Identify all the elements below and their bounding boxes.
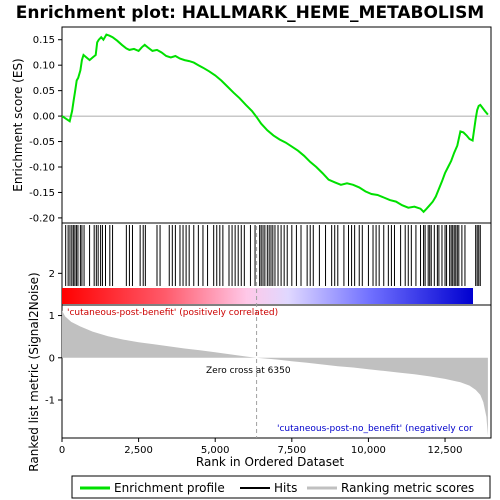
es-ylabel: Enrichment score (ES) (11, 58, 25, 191)
x-tick-label: 10,000 (351, 445, 386, 456)
metric-ytick-label: 1 (49, 311, 55, 322)
es-ytick-label: 0.10 (33, 61, 55, 72)
hits-panel (61, 222, 492, 306)
legend-hits-label: Hits (274, 481, 297, 495)
legend: Enrichment profile Hits Ranking metric s… (71, 475, 491, 499)
metric-ytick-label: -1 (45, 396, 55, 407)
x-tick-label: 12,500 (428, 445, 463, 456)
es-ytick-label: -0.15 (29, 188, 55, 199)
negative-label: 'cutaneous-post-no_benefit' (negatively … (277, 424, 473, 434)
positive-label: 'cutaneous-post-benefit' (positively cor… (67, 308, 278, 318)
x-tick-label: 7,500 (278, 445, 307, 456)
x-axis: 0 2,500 5,000 7,500 10,000 12,500 (59, 438, 463, 456)
metric-ytick-label: 0 (49, 353, 55, 364)
es-ytick-label: 0.05 (33, 86, 55, 97)
es-ytick-label: 0.15 (33, 35, 55, 46)
zero-cross-label: Zero cross at 6350 (206, 366, 291, 376)
x-tick-label: 2,500 (124, 445, 153, 456)
legend-enrichment-label: Enrichment profile (114, 481, 225, 495)
metric-ytick-label: 2 (49, 269, 55, 280)
rank-colorbar (62, 288, 473, 304)
chart-title: Enrichment plot: HALLMARK_HEME_METABOLIS… (16, 3, 484, 23)
es-ytick-label: -0.10 (29, 163, 55, 174)
legend-metric-label: Ranking metric scores (341, 481, 474, 495)
es-ytick-label: 0.00 (33, 112, 55, 123)
metric-panel: 2 1 0 -1 'cutaneous-post-benefit' (positive… (27, 226, 492, 472)
es-ytick-label: -0.20 (29, 213, 55, 224)
x-tick-label: 0 (59, 445, 65, 456)
es-panel: 0.15 0.10 0.05 0.00 -0.05 -0.10 -0.15 -0.20 Enr… (11, 26, 492, 224)
es-ytick-label: -0.05 (29, 137, 55, 148)
metric-ylabel: Ranked list metric (Signal2Noise) (27, 272, 41, 471)
enrichment-profile-line (61, 33, 489, 214)
x-axis-label: Rank in Ordered Dataset (196, 455, 344, 469)
x-tick-label: 5,000 (201, 445, 230, 456)
